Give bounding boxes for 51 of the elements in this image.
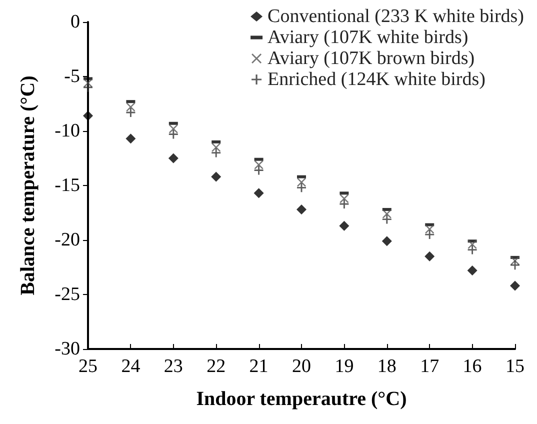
legend-label: Aviary (107K brown birds) (268, 48, 475, 69)
x-tick-label: 19 (334, 356, 354, 377)
point (126, 134, 136, 144)
point (510, 280, 520, 291)
point (382, 209, 392, 218)
x-tick-label: 15 (506, 356, 524, 377)
point (212, 148, 221, 158)
point (424, 251, 435, 262)
point (168, 130, 178, 139)
point (339, 220, 350, 231)
point (425, 230, 434, 240)
point (382, 214, 392, 224)
legend-label: Aviary (107K white birds) (268, 27, 468, 48)
point (340, 200, 349, 209)
y-tick-label: -5 (64, 66, 80, 87)
x-tick-label: 22 (206, 356, 226, 377)
point (126, 102, 136, 112)
point (510, 256, 520, 266)
y-tick-label: -25 (54, 284, 80, 305)
y-tick-label: -20 (54, 230, 80, 250)
point (168, 153, 178, 164)
y-tick-label: -10 (54, 120, 80, 142)
x-tick-label: 18 (377, 356, 396, 377)
x-tick-label: 24 (121, 356, 141, 377)
x-tick-label: 16 (462, 356, 482, 377)
point (83, 110, 93, 121)
legend-label: Enriched (124K white birds) (268, 69, 486, 90)
point (425, 224, 434, 234)
point (211, 172, 222, 182)
point (467, 266, 478, 276)
point (254, 188, 264, 198)
point (254, 166, 264, 175)
point (297, 178, 306, 187)
y-tick-label: 0 (70, 12, 80, 32)
y-tick-label: -15 (54, 175, 80, 196)
y-tick-label: -30 (54, 338, 80, 360)
x-tick-label: 25 (78, 356, 98, 377)
point (340, 194, 349, 204)
x-axis-title: Indoor temperautre (°C) (196, 388, 407, 410)
point (382, 236, 392, 246)
y-axis-title: Balance temperature (°C) (17, 76, 39, 296)
point (168, 124, 178, 134)
point (468, 245, 477, 254)
x-tick-label: 20 (292, 356, 311, 377)
legend-label: Conventional (233 K white birds) (268, 6, 524, 27)
x-tick-label: 17 (420, 356, 440, 377)
point (296, 204, 306, 214)
point (468, 240, 477, 249)
x-tick-label: 23 (164, 356, 183, 377)
x-tick-label: 21 (249, 356, 268, 377)
point (212, 142, 221, 152)
